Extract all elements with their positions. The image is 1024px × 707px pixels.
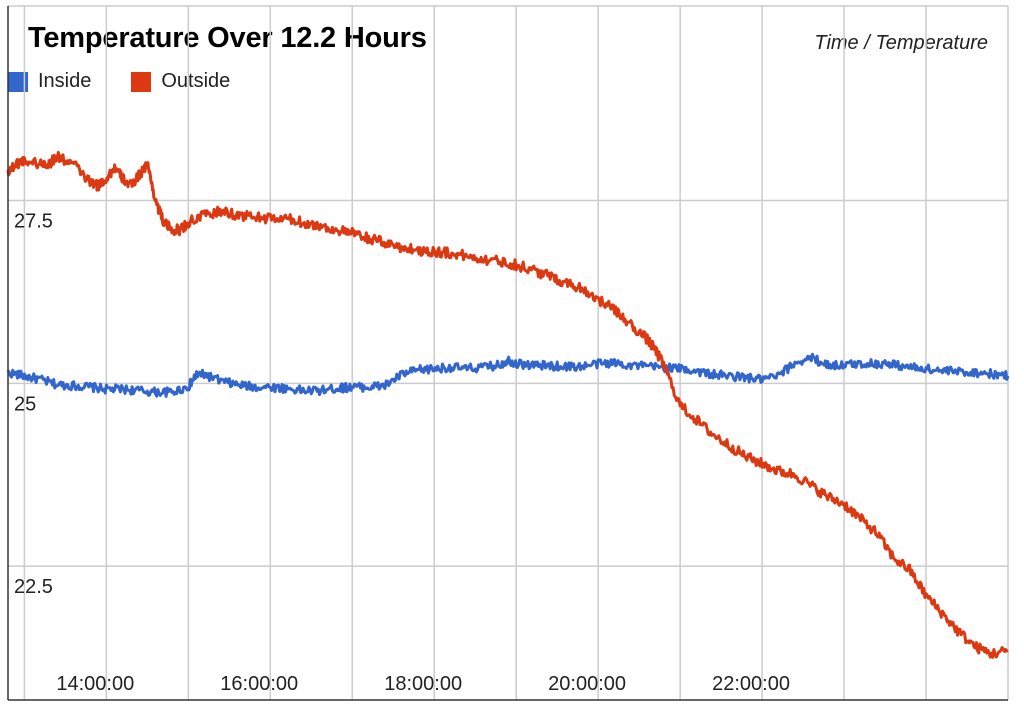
- y-tick-label: 27.5: [14, 211, 53, 233]
- chart-subtitle: Time / Temperature: [814, 32, 988, 54]
- series-line-outside[interactable]: [6, 150, 1009, 659]
- axes: [7, 6, 1008, 701]
- chart-title: Temperature Over 12.2 Hours: [28, 22, 427, 54]
- y-tick-label: 25: [14, 393, 36, 415]
- legend-item-outside[interactable]: Outside: [131, 70, 230, 93]
- legend-swatch-inside: [8, 71, 28, 92]
- legend-swatch-outside: [131, 71, 152, 92]
- x-tick-label: 14:00:00: [56, 673, 134, 695]
- series-line-inside[interactable]: [6, 352, 1010, 398]
- x-tick-label: 18:00:00: [384, 673, 462, 695]
- legend-label-outside: Outside: [161, 70, 231, 92]
- y-tick-label: 22.5: [14, 576, 53, 598]
- legend-label-inside: Inside: [38, 70, 92, 92]
- tick-labels: 22.5 25 27.5 14:00:00 16:00:00 18:00:00 20:00:…: [14, 211, 790, 695]
- grid: [8, 5, 1009, 700]
- legend-item-inside[interactable]: Inside: [8, 70, 91, 93]
- x-tick-label: 16:00:00: [220, 673, 298, 695]
- legend: Inside Outside: [8, 70, 270, 93]
- x-tick-label: 20:00:00: [548, 673, 626, 695]
- series-layer: [6, 150, 1010, 659]
- x-tick-label: 22:00:00: [712, 673, 790, 695]
